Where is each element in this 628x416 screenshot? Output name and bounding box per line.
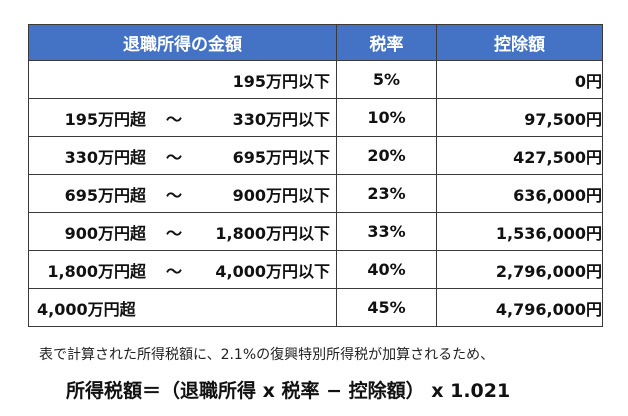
table-row: 900万円超 〜 1,800万円以下 33% 1,536,000円 [28, 212, 603, 251]
income-to: 695万円以下 [232, 147, 330, 167]
range-tilde: 〜 [166, 223, 183, 243]
income-range-cell: 4,000万円超 [28, 288, 337, 327]
rate-cell: 23% [336, 174, 437, 213]
income-range-cell: 330万円超 〜 695万円以下 [28, 136, 337, 175]
income-from: 1,800万円超 [47, 261, 146, 281]
deduction-cell: 1,536,000円 [436, 212, 603, 251]
table-row: 195万円超 〜 330万円以下 10% 97,500円 [28, 98, 603, 137]
range-tilde: 〜 [166, 185, 183, 205]
income-to: 330万円以下 [232, 109, 330, 129]
income-to: 195万円以下 [232, 71, 330, 91]
income-from: 330万円超 [64, 147, 146, 167]
income-to: 900万円以下 [232, 185, 330, 205]
income-to: 4,000万円以下 [215, 261, 330, 281]
tax-formula: 所得税額＝（退職所得 x 税率 − 控除額） x 1.021 [66, 380, 511, 402]
deduction-cell: 2,796,000円 [436, 250, 603, 289]
income-from: 900万円超 [64, 223, 146, 243]
table-row: 695万円超 〜 900万円以下 23% 636,000円 [28, 174, 603, 213]
table-row: 4,000万円超 45% 4,796,000円 [28, 288, 603, 327]
rate-cell: 10% [336, 98, 437, 137]
income-range-cell: 195万円以下 [28, 60, 337, 99]
tax-rate-table: 退職所得の金額 税率 控除額 195万円以下 5% 0円 195万円超 〜 33… [28, 24, 603, 327]
range-tilde: 〜 [166, 109, 183, 129]
deduction-cell: 97,500円 [436, 98, 603, 137]
income-range-cell: 1,800万円超 〜 4,000万円以下 [28, 250, 337, 289]
income-range-cell: 900万円超 〜 1,800万円以下 [28, 212, 337, 251]
income-to: 1,800万円以下 [215, 223, 330, 243]
header-deduction: 控除額 [436, 24, 603, 61]
table-row: 1,800万円超 〜 4,000万円以下 40% 2,796,000円 [28, 250, 603, 289]
income-range-cell: 695万円超 〜 900万円以下 [28, 174, 337, 213]
income-from: 695万円超 [64, 185, 146, 205]
header-rate: 税率 [336, 24, 437, 61]
rate-cell: 40% [336, 250, 437, 289]
income-from: 195万円超 [64, 109, 146, 129]
rate-cell: 20% [336, 136, 437, 175]
range-tilde: 〜 [166, 261, 183, 281]
surtax-note: 表で計算された所得税額に、2.1%の復興特別所得税が加算されるため、 [39, 347, 495, 363]
range-tilde: 〜 [166, 147, 183, 167]
table-row: 330万円超 〜 695万円以下 20% 427,500円 [28, 136, 603, 175]
deduction-cell: 427,500円 [436, 136, 603, 175]
income-range-cell: 195万円超 〜 330万円以下 [28, 98, 337, 137]
deduction-cell: 0円 [436, 60, 603, 99]
table-header-row: 退職所得の金額 税率 控除額 [28, 24, 603, 61]
income-from: 4,000万円超 [37, 299, 136, 319]
rate-cell: 45% [336, 288, 437, 327]
table-row: 195万円以下 5% 0円 [28, 60, 603, 99]
rate-cell: 5% [336, 60, 437, 99]
rate-cell: 33% [336, 212, 437, 251]
header-income: 退職所得の金額 [28, 24, 337, 61]
deduction-cell: 4,796,000円 [436, 288, 603, 327]
deduction-cell: 636,000円 [436, 174, 603, 213]
